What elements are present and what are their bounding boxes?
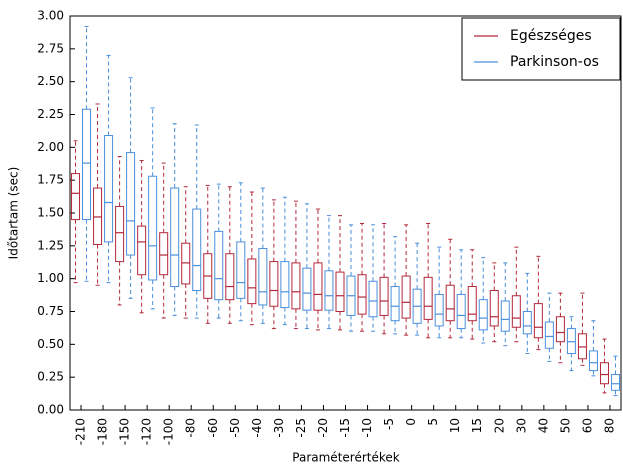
box	[269, 261, 279, 307]
x-tick-label: -10	[360, 418, 374, 438]
box	[445, 284, 455, 322]
box	[467, 286, 477, 322]
x-tick-label: 10	[448, 418, 462, 433]
box	[577, 333, 587, 360]
y-tick-label: 1.50	[37, 206, 64, 220]
box	[533, 303, 543, 339]
box	[478, 299, 488, 331]
y-tick-label: 1.00	[37, 271, 64, 285]
box	[159, 232, 169, 276]
box	[566, 328, 576, 355]
y-tick-label: 2.00	[37, 140, 64, 154]
x-tick-label: -210	[74, 418, 88, 445]
x-tick-label: -120	[140, 418, 154, 445]
plot-frame	[69, 15, 622, 411]
y-tick-label: 1.25	[37, 238, 64, 252]
box	[82, 108, 92, 221]
legend-label: Parkinson-os	[510, 54, 599, 70]
box	[357, 274, 367, 315]
box	[390, 286, 400, 322]
box	[434, 293, 444, 327]
y-tick-label: 2.75	[37, 41, 64, 55]
y-tick-label: 2.25	[37, 107, 64, 121]
box	[236, 241, 246, 299]
box	[324, 270, 334, 311]
box	[247, 258, 257, 305]
x-tick-label: -30	[272, 418, 286, 438]
box	[148, 175, 158, 281]
box	[214, 230, 224, 301]
x-tick-label: -25	[294, 418, 308, 438]
legend-label: Egészséges	[510, 28, 592, 44]
box	[192, 208, 202, 291]
box	[423, 276, 433, 320]
x-tick-label: -20	[316, 418, 330, 438]
box	[555, 316, 565, 343]
x-tick-label: -5	[382, 418, 396, 430]
y-axis-label: Időtartam (sec)	[7, 167, 21, 260]
box	[313, 262, 323, 311]
x-tick-label: 50	[558, 418, 572, 433]
box	[71, 173, 81, 221]
x-tick-label: 40	[536, 418, 550, 433]
box	[401, 275, 411, 319]
box	[280, 261, 290, 309]
x-tick-label: -60	[206, 418, 220, 438]
x-tick-label: 5	[426, 418, 440, 426]
box	[93, 187, 103, 246]
x-tick-label: -50	[228, 418, 242, 438]
y-tick-label: 0.00	[37, 403, 64, 417]
x-tick-label: -15	[338, 418, 352, 438]
x-tick-label: 0	[404, 418, 418, 426]
box	[511, 295, 521, 328]
box	[599, 362, 609, 385]
box	[379, 276, 389, 316]
box	[225, 253, 235, 301]
y-tick-label: 0.25	[37, 370, 64, 384]
y-tick-label: 1.75	[37, 173, 64, 187]
box	[181, 242, 191, 285]
x-axis-label: Paraméterértékek	[292, 451, 399, 465]
box	[500, 300, 510, 332]
x-tick-label: 80	[602, 418, 616, 433]
box	[291, 262, 301, 310]
x-tick-label: -100	[162, 418, 176, 445]
box	[489, 289, 499, 327]
box	[456, 293, 466, 330]
y-tick-label: 0.75	[37, 304, 64, 318]
x-tick-label: 60	[580, 418, 594, 433]
x-tick-label: 20	[492, 418, 506, 433]
y-tick-label: 0.50	[37, 337, 64, 351]
x-tick-label: 15	[470, 418, 484, 433]
box	[137, 225, 147, 276]
y-tick-label: 3.00	[37, 9, 64, 23]
box	[126, 152, 136, 256]
x-tick-label: -150	[118, 418, 132, 445]
x-tick-label: -180	[96, 418, 110, 445]
box	[170, 187, 180, 288]
box	[258, 247, 268, 306]
box	[544, 321, 554, 349]
box	[104, 135, 114, 243]
legend	[461, 17, 621, 81]
y-tick-label: 2.50	[37, 74, 64, 88]
box	[610, 374, 620, 391]
box	[335, 271, 345, 313]
box	[522, 311, 532, 335]
box	[302, 267, 312, 311]
x-tick-label: 30	[514, 418, 528, 433]
x-tick-label: -40	[250, 418, 264, 438]
x-tick-label: -80	[184, 418, 198, 438]
box	[115, 205, 125, 263]
box	[368, 280, 378, 318]
box	[588, 350, 598, 372]
